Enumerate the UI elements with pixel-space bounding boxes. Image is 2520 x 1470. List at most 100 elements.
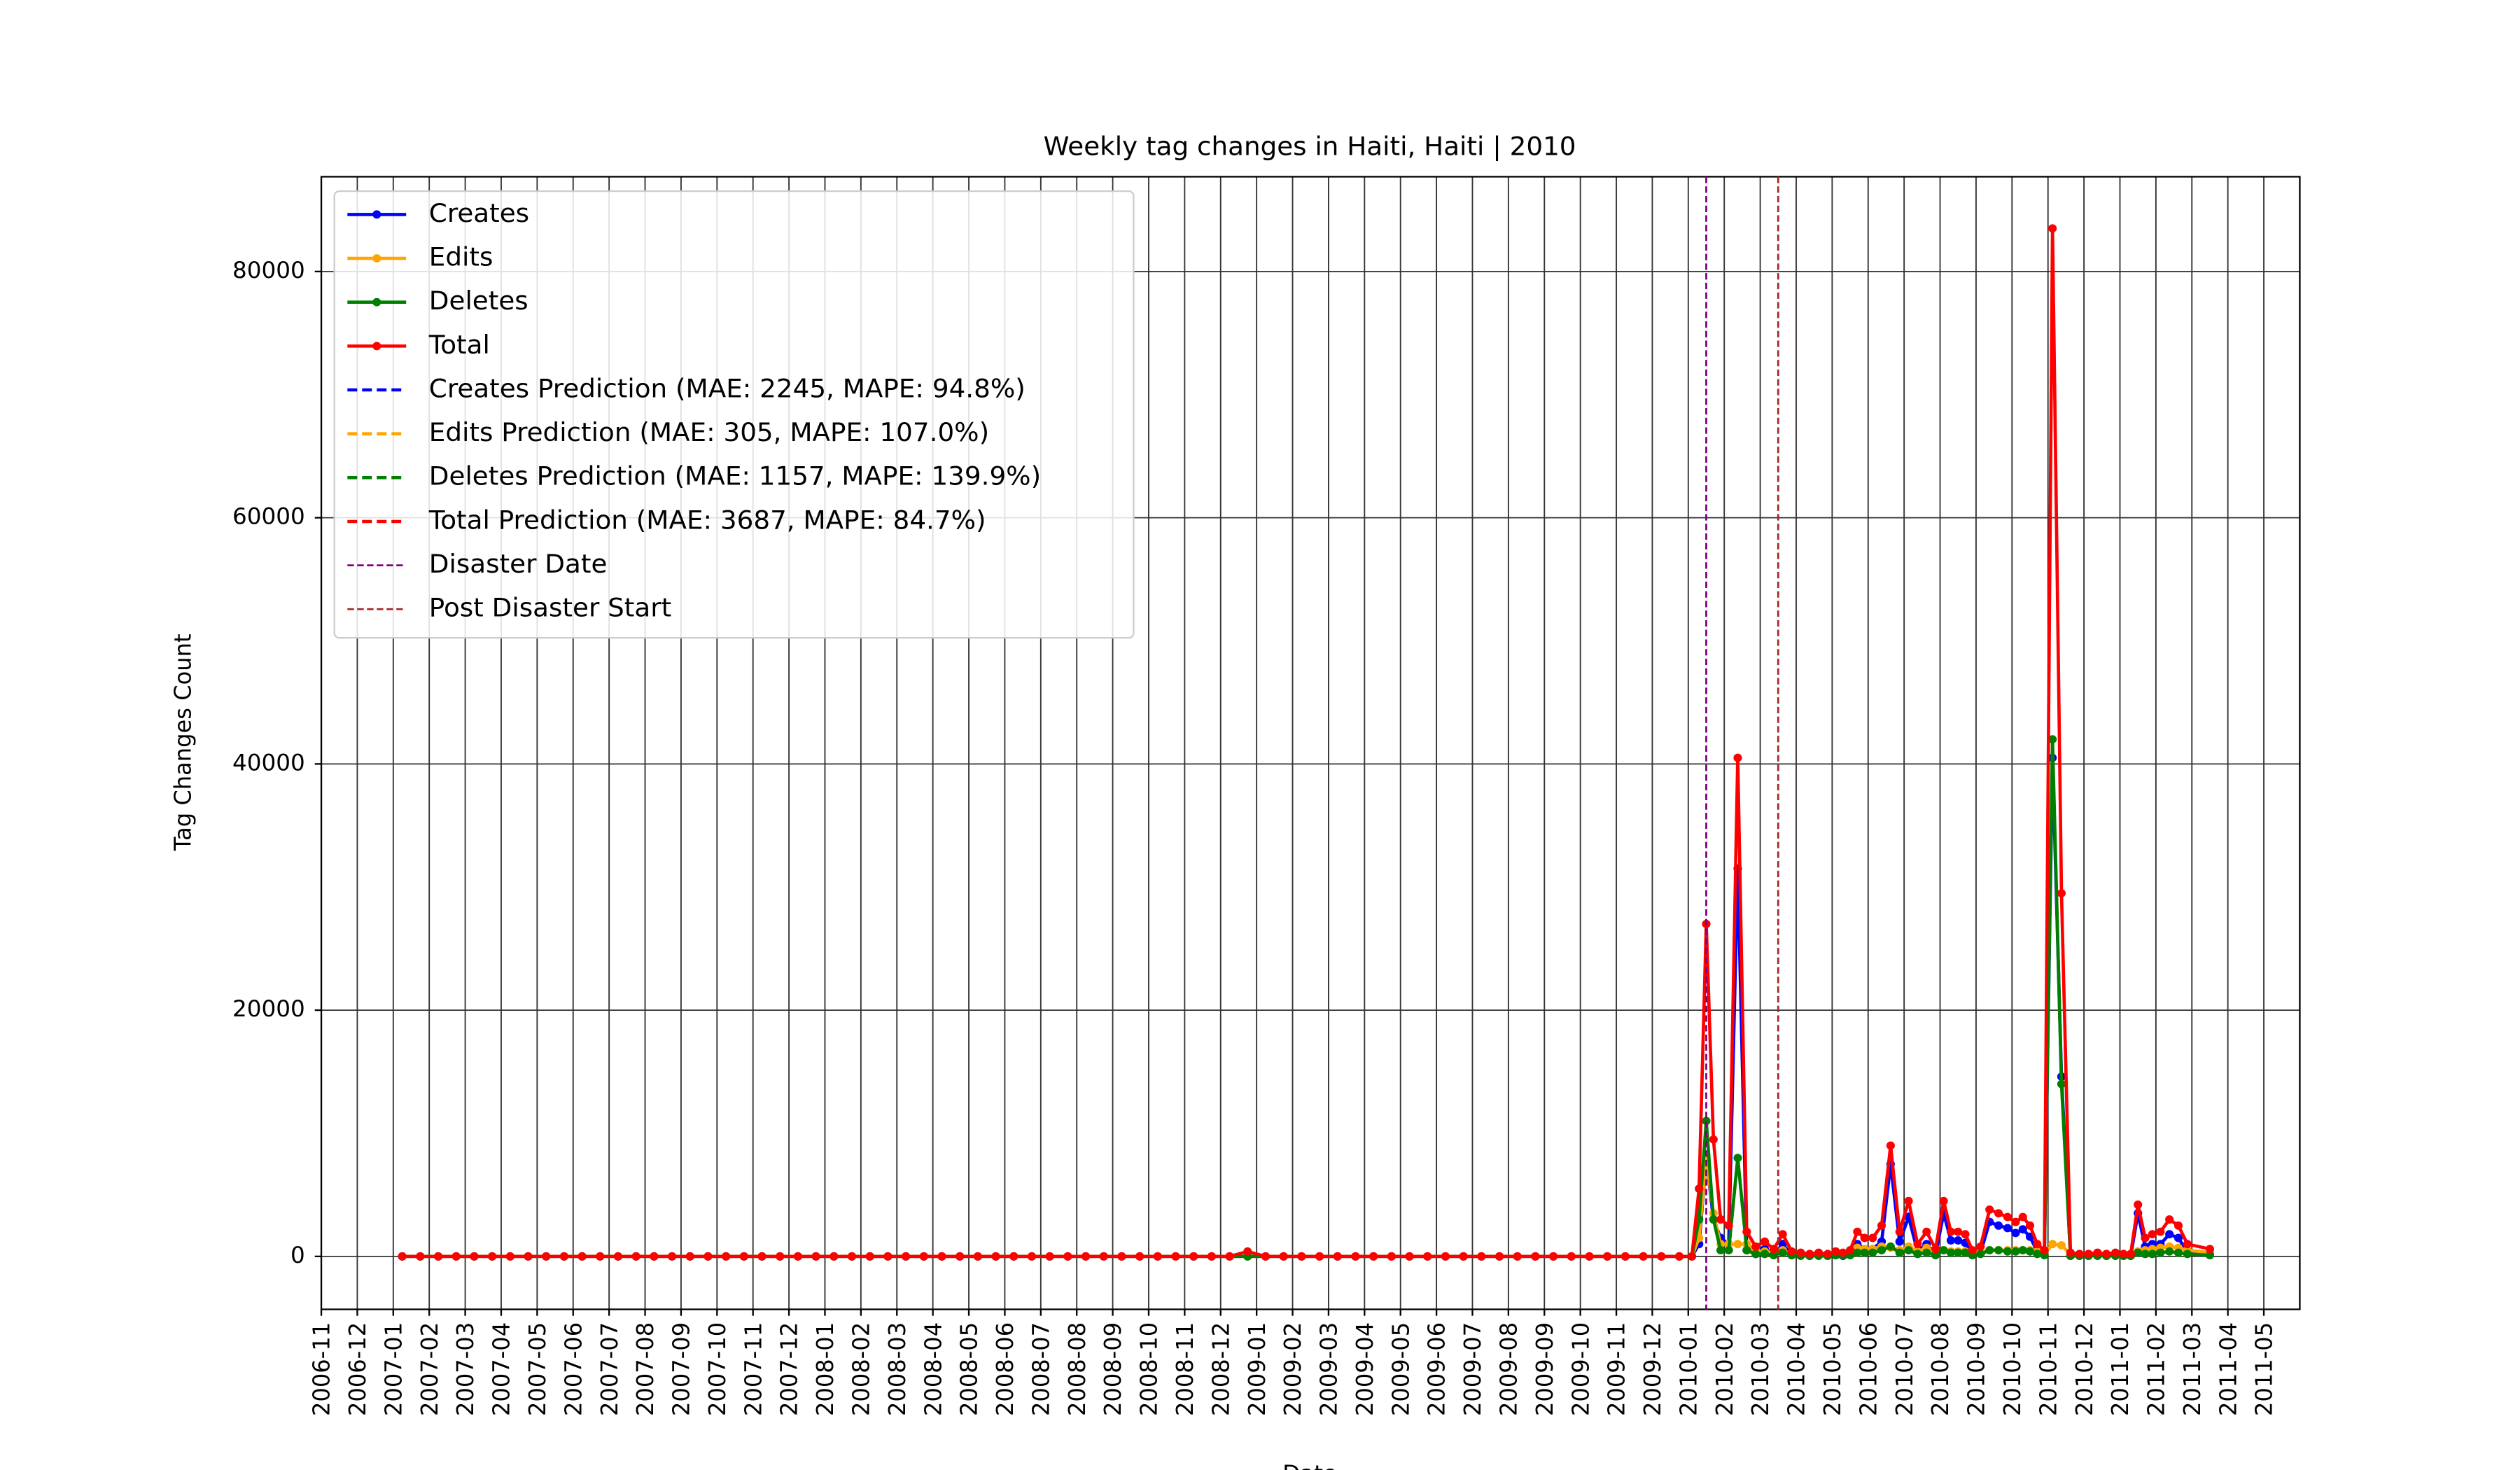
data-point [1081,1252,1091,1261]
data-point [2174,1248,2183,1257]
legend-label: Creates [429,198,529,228]
x-tick-label: 2011-01 [2107,1322,2134,1416]
legend-label: Creates Prediction (MAE: 2245, MAPE: 94.… [429,374,1026,404]
data-point [1886,1242,1895,1251]
data-point [1494,1252,1504,1261]
data-point [451,1252,461,1261]
data-point [1243,1247,1252,1256]
data-point [2084,1250,2093,1259]
data-point [542,1252,551,1261]
data-point [2075,1250,2084,1259]
x-tick-label: 2010-10 [1999,1322,2026,1416]
data-point [2066,1248,2075,1257]
data-point [2156,1248,2165,1257]
x-tick-label: 2008-05 [955,1322,982,1416]
data-point [2134,1248,2143,1257]
y-tick-label: 0 [290,1242,305,1268]
x-tick-label: 2008-08 [1064,1322,1091,1416]
data-point [2148,1230,2157,1239]
y-tick-label: 80000 [232,257,305,284]
data-point [578,1252,587,1261]
data-point [757,1252,766,1261]
y-tick-label: 60000 [232,503,305,530]
data-point [2018,1225,2027,1234]
data-point [1027,1252,1037,1261]
x-tick-label: 2007-08 [632,1322,659,1416]
data-point [668,1252,677,1261]
x-tick-label: 2008-02 [848,1322,874,1416]
data-point [1261,1252,1270,1261]
x-tick-label: 2010-11 [2035,1322,2062,1416]
x-tick-label: 2007-07 [596,1322,623,1416]
x-tick-label: 2006-12 [344,1322,371,1416]
data-point [2018,1246,2027,1255]
data-point [739,1252,748,1261]
data-point [1459,1252,1468,1261]
x-tick-label: 2010-05 [1819,1322,1846,1416]
data-point [631,1252,640,1261]
x-tick-label: 2007-09 [668,1322,694,1416]
data-point [1724,1246,1733,1255]
data-point [2048,1240,2057,1249]
x-tick-label: 2009-12 [1639,1322,1666,1416]
data-point [470,1252,479,1261]
data-point [2057,889,2066,898]
data-point [398,1252,407,1261]
x-tick-label: 2007-11 [740,1322,766,1416]
x-tick-label: 2009-03 [1315,1322,1342,1416]
data-point [1751,1250,1760,1259]
data-point [1968,1246,1977,1255]
data-point [1513,1252,1522,1261]
data-point [1946,1227,1956,1236]
data-point [1716,1246,1726,1255]
legend-label: Edits Prediction (MAE: 305, MAPE: 107.0%… [429,417,989,447]
data-point [1369,1252,1378,1261]
data-point [1796,1248,1805,1257]
data-point [1297,1252,1306,1261]
data-point [2156,1227,2165,1236]
data-point [1778,1230,1787,1239]
x-tick-label: 2011-05 [2250,1322,2277,1416]
data-point [1961,1248,1970,1257]
x-tick-label: 2010-03 [1747,1322,1774,1416]
data-point [2011,1247,2020,1256]
data-point [2003,1224,2012,1233]
data-point [2183,1250,2192,1259]
x-tick-label: 2010-12 [2071,1322,2098,1416]
x-tick-label: 2008-11 [1172,1322,1198,1416]
x-tick-label: 2011-03 [2179,1322,2206,1416]
data-point [1477,1252,1486,1261]
x-tick-label: 2009-11 [1603,1322,1630,1416]
data-point [1778,1248,1787,1257]
data-point [1279,1252,1288,1261]
data-point [1823,1250,1833,1259]
data-point [1787,1247,1796,1256]
data-point [1423,1252,1432,1261]
legend-box [333,190,1135,639]
data-point [505,1252,514,1261]
data-point [433,1252,443,1261]
legend-marker [372,210,382,219]
data-point [1895,1227,1904,1236]
data-point [1846,1246,1855,1255]
data-point [2040,1246,2049,1255]
chart-title: Weekly tag changes in Haiti, Haiti | 201… [1044,132,1576,162]
x-tick-label: 2009-09 [1532,1322,1558,1416]
data-point [1135,1252,1144,1261]
data-point [1976,1242,1985,1251]
legend-marker [372,254,382,263]
data-point [596,1252,605,1261]
data-point [1760,1250,1770,1259]
data-point [1333,1252,1342,1261]
legend-label: Disaster Date [429,549,608,579]
x-tick-label: 2008-04 [920,1322,946,1416]
data-point [2003,1247,2012,1256]
data-point [1733,1154,1742,1163]
data-point [2134,1200,2143,1209]
data-point [1994,1246,2003,1255]
x-tick-label: 2006-11 [308,1322,335,1416]
data-point [776,1252,785,1261]
data-point [1976,1250,1985,1259]
data-point [1954,1248,1963,1257]
